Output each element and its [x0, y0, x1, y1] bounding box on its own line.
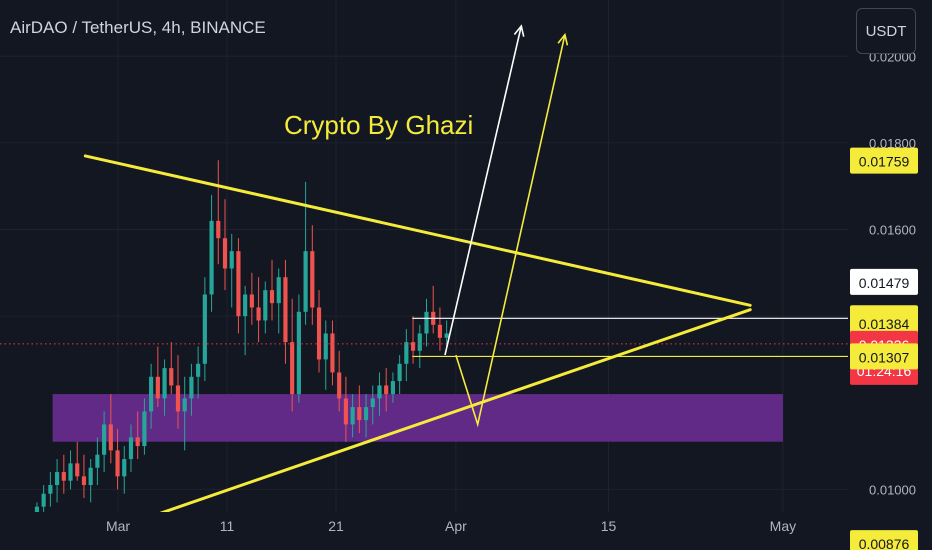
price-label-background — [850, 147, 918, 174]
candle-body — [350, 407, 355, 425]
time-axis-tick-label: 11 — [220, 518, 235, 534]
candle-body — [283, 277, 288, 343]
candle-body — [417, 333, 422, 351]
price-label-background — [850, 310, 918, 337]
time-axis-tick-label: May — [770, 518, 796, 534]
candle-body — [256, 307, 261, 321]
candle-body — [343, 398, 348, 425]
candle-body — [337, 372, 342, 399]
candle-body — [222, 238, 228, 269]
candle-body — [263, 290, 268, 321]
currency-button[interactable]: USDT — [856, 8, 916, 54]
candle-body — [55, 472, 60, 486]
candle-body — [229, 251, 234, 269]
candle-body — [323, 333, 328, 360]
time-axis-tick-label: 21 — [328, 518, 344, 534]
arrowhead-white — [513, 24, 525, 37]
candle-body — [162, 368, 167, 399]
price-label-value: 0.01759 — [859, 154, 910, 170]
price-label-yellow: 0.01759 — [850, 147, 918, 174]
candle-body — [68, 463, 73, 481]
candle-body — [102, 424, 107, 455]
price-label-yellow: 0.01307 — [850, 343, 918, 370]
candle-body — [249, 294, 254, 308]
time-axis — [0, 512, 848, 550]
descending-trendline — [83, 154, 752, 307]
candle-body — [243, 294, 248, 317]
candle-body — [209, 220, 214, 295]
candle-body — [276, 277, 281, 304]
ascending-trendline — [83, 308, 752, 541]
candle-body — [269, 290, 275, 304]
candle-body — [370, 398, 375, 408]
arrowhead-yellow — [557, 32, 569, 46]
price-label-white: 0.01479 — [850, 268, 918, 295]
candle-body — [48, 485, 53, 494]
candle-body — [95, 454, 100, 468]
price-label-yellow: 0.00876 — [850, 530, 918, 550]
price-label-value: 0.01307 — [859, 349, 910, 365]
candle-body — [377, 385, 382, 399]
price-label-value: 0.01479 — [859, 275, 910, 291]
candle-body — [175, 385, 181, 412]
price-label-background — [850, 530, 918, 550]
projection-path-yellow — [455, 34, 566, 428]
candle-body — [437, 324, 443, 338]
demand-zone — [52, 394, 783, 442]
candle-body — [290, 342, 295, 395]
price-label-value: 0.01384 — [859, 316, 910, 332]
price-axis-tick-label: 0.01800 — [869, 136, 916, 151]
candle-body — [155, 376, 160, 399]
candle-body — [444, 333, 449, 338]
time-axis-tick-label: Apr — [445, 518, 467, 534]
time-axis-tick-label: Mar — [106, 518, 130, 534]
price-label-background — [850, 268, 918, 295]
candle-body — [88, 467, 93, 486]
candle-body — [296, 311, 301, 395]
candle-body — [61, 472, 66, 481]
price-label-value: 0.00876 — [859, 536, 910, 550]
candle-body — [390, 381, 395, 395]
price-axis-tick-label: 0.01600 — [869, 223, 916, 238]
candle-body — [196, 363, 201, 377]
candle-body — [142, 411, 147, 447]
price-label-yellow: 0.01384 — [850, 310, 918, 337]
candle-body — [115, 450, 120, 477]
candle-body — [363, 407, 369, 421]
candle-body — [108, 424, 113, 451]
candle-body — [216, 220, 221, 239]
candle-body — [424, 311, 429, 334]
candle-body — [384, 385, 389, 395]
candle-body — [310, 251, 315, 308]
candle-body — [169, 368, 174, 386]
candle-body — [316, 307, 322, 360]
symbol-title[interactable]: AirDAO / TetherUS, 4h, BINANCE — [10, 18, 266, 37]
author-annotation: Crypto By Ghazi — [284, 110, 474, 140]
candle-body — [397, 363, 402, 382]
candle-body — [330, 333, 335, 373]
candle-body — [189, 376, 194, 399]
price-axis-tick-label: 0.01000 — [869, 482, 916, 497]
candle-body — [128, 437, 134, 460]
candle-body — [135, 437, 140, 447]
candle-body — [303, 251, 308, 312]
time-axis-tick-label: 15 — [601, 518, 617, 534]
candle-body — [122, 459, 127, 477]
projection-arrow-white — [444, 25, 523, 356]
candle-body — [236, 251, 241, 317]
candle-body — [81, 476, 87, 486]
candle-body — [41, 493, 46, 507]
candle-body — [410, 342, 416, 351]
candle-body — [404, 342, 409, 364]
candle-body — [75, 463, 80, 477]
candle-body — [202, 294, 207, 364]
candle-body — [149, 376, 154, 412]
candle-body — [357, 407, 362, 421]
candle-body — [182, 398, 187, 412]
price-label-background — [850, 343, 918, 370]
